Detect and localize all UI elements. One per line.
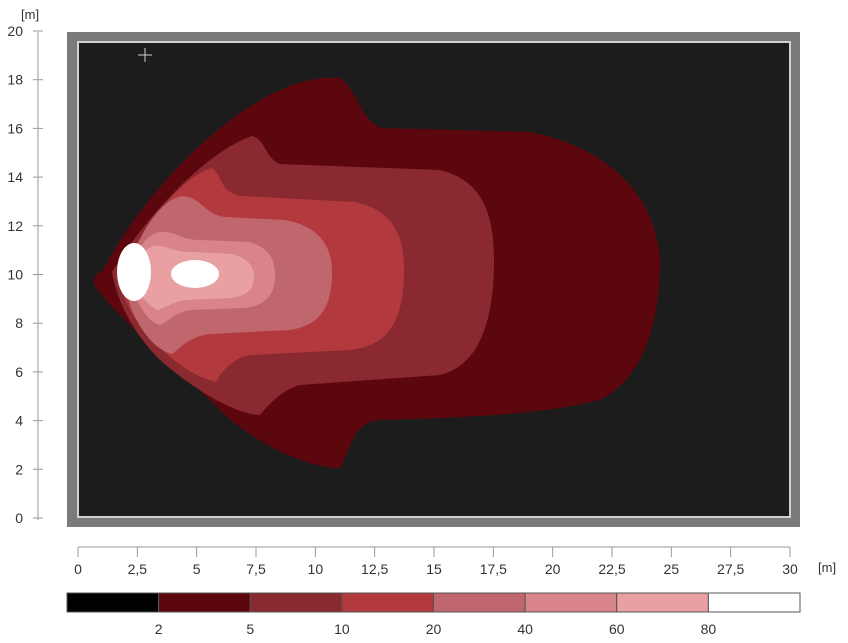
legend-swatch: [707, 592, 801, 613]
y-tick-label: 20: [7, 23, 23, 39]
legend-swatch: [158, 592, 251, 613]
y-tick-label: 10: [7, 267, 23, 283]
legend-swatch: [341, 592, 434, 613]
x-tick-label: 2,5: [128, 561, 148, 577]
crosshair-icon: [138, 48, 152, 62]
x-tick-label: 30: [782, 561, 798, 577]
legend-label: 10: [334, 621, 350, 637]
legend-swatch: [66, 592, 160, 613]
x-tick-label: 22,5: [598, 561, 625, 577]
legend-label: 40: [517, 621, 533, 637]
y-axis-ticks: 0 2 4 6 8 10 12 14 16 18 20: [7, 23, 43, 526]
x-tick-label: 27,5: [717, 561, 744, 577]
y-tick-label: 0: [15, 510, 23, 526]
y-tick-label: 18: [7, 72, 23, 88]
legend-label: 2: [155, 621, 163, 637]
x-tick-label: 0: [74, 561, 82, 577]
y-tick-label: 16: [7, 120, 23, 136]
y-tick-label: 8: [15, 315, 23, 331]
y-tick-label: 14: [7, 169, 23, 185]
x-tick-label: 10: [308, 561, 324, 577]
legend-swatch: [616, 592, 709, 613]
x-tick-label: 12,5: [361, 561, 388, 577]
contour-band-80-plus: [117, 243, 151, 301]
y-tick-label: 4: [15, 413, 23, 429]
legend-label: 60: [609, 621, 625, 637]
x-tick-label: 20: [545, 561, 561, 577]
legend-label: 5: [246, 621, 254, 637]
legend-label: 80: [701, 621, 717, 637]
x-axis-label: [m]: [818, 560, 836, 575]
x-tick-label: 5: [193, 561, 201, 577]
y-tick-label: 2: [15, 461, 23, 477]
contour-bands: [93, 77, 660, 469]
legend-swatch: [524, 592, 618, 613]
legend-swatch: [249, 592, 343, 613]
x-tick-label: 7,5: [246, 561, 266, 577]
y-tick-label: 12: [7, 218, 23, 234]
x-tick-label: 17,5: [480, 561, 507, 577]
legend-label: 20: [426, 621, 442, 637]
legend-swatch: [433, 592, 526, 613]
x-axis-ticks: 0 2,5 5 7,5 10 12,5 15 17,5 20 22,5 25 27,5 30: [74, 547, 798, 577]
legend: 2 5 10 20 40 60 80: [66, 592, 801, 637]
x-tick-label: 15: [426, 561, 442, 577]
y-tick-label: 6: [15, 364, 23, 380]
contour-band-80-plus: [171, 260, 219, 288]
x-tick-label: 25: [664, 561, 680, 577]
y-axis-label: [m]: [21, 7, 39, 22]
